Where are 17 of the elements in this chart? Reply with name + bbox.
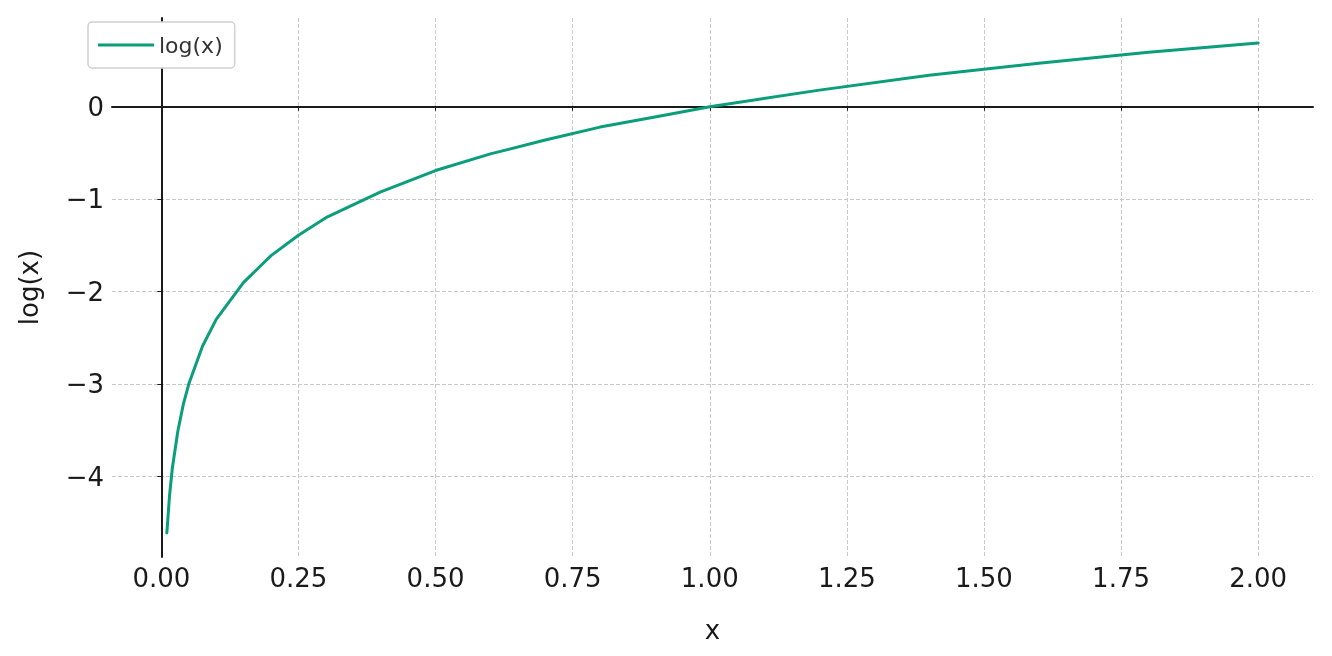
- legend-label: log(x): [159, 32, 223, 58]
- x-tick-label: 1.25: [817, 563, 876, 593]
- y-tick-label: −1: [65, 184, 104, 215]
- y-tick-label: −2: [65, 276, 104, 307]
- x-tick-label: 0.75: [543, 563, 602, 593]
- y-tick-label: −4: [65, 461, 104, 492]
- y-tick-label: 0: [87, 91, 104, 122]
- x-tick-label: 0.00: [132, 563, 191, 593]
- y-axis-title: log(x): [14, 249, 44, 326]
- x-tick-label: 1.00: [680, 563, 739, 593]
- y-tick-label: −3: [65, 369, 104, 400]
- x-tick-label: 0.25: [269, 563, 328, 593]
- x-tick-label: 1.50: [955, 563, 1013, 593]
- x-tick-label: 2.00: [1229, 563, 1288, 593]
- x-tick-label: 1.75: [1092, 563, 1150, 593]
- x-tick-label: 0.50: [406, 563, 465, 593]
- x-axis-title: x: [704, 615, 721, 645]
